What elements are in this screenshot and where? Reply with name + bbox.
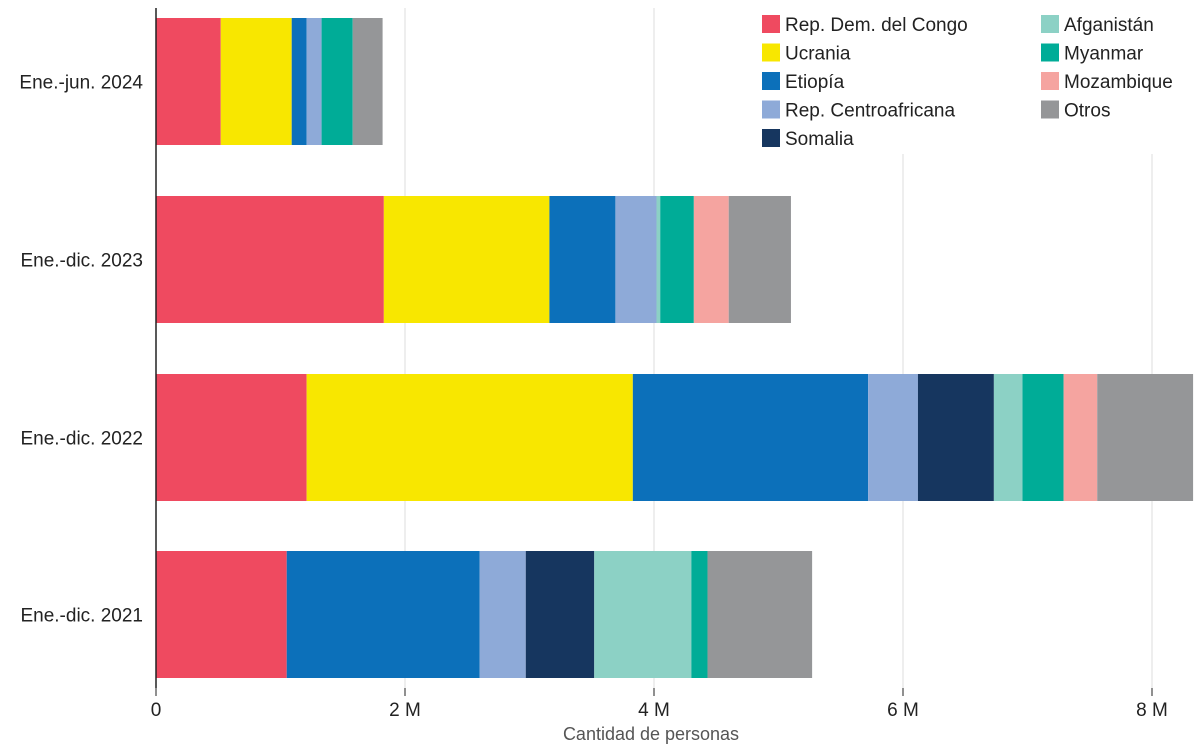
legend-label: Mozambique bbox=[1064, 72, 1173, 93]
legend-label: Otros bbox=[1064, 101, 1110, 122]
legend-label: Ucrania bbox=[785, 44, 851, 65]
bar-segment bbox=[383, 196, 550, 323]
bar-segment bbox=[525, 551, 595, 678]
legend-swatch bbox=[762, 15, 780, 33]
legend-swatch bbox=[762, 100, 780, 119]
legend-swatch bbox=[1041, 15, 1059, 33]
bar-segment bbox=[728, 196, 791, 323]
legend-label: Rep. Dem. del Congo bbox=[785, 15, 968, 36]
bar-segment bbox=[479, 551, 526, 678]
bar-segment bbox=[220, 18, 292, 145]
bar-segment bbox=[594, 551, 692, 678]
legend-swatch bbox=[762, 72, 780, 90]
x-tick-label: 8 M bbox=[1136, 700, 1168, 721]
legend-label: Myanmar bbox=[1064, 44, 1144, 65]
bar-segment bbox=[352, 18, 383, 145]
x-axis-title: Cantidad de personas bbox=[563, 724, 739, 744]
bar-segment bbox=[156, 374, 307, 501]
legend-label: Etiopía bbox=[785, 72, 845, 93]
x-tick-label: 4 M bbox=[638, 700, 670, 721]
bar-segment bbox=[660, 196, 694, 323]
legend-label: Rep. Centroafricana bbox=[785, 101, 955, 122]
bar-segment bbox=[615, 196, 657, 323]
x-tick-label: 2 M bbox=[389, 700, 421, 721]
bar-segment bbox=[321, 18, 353, 145]
bar-segment bbox=[306, 374, 633, 501]
bar-segment bbox=[868, 374, 918, 501]
axes: Ene.-jun. 2024 Ene.-dic. 2023 Ene.-dic. 20… bbox=[19, 8, 1168, 744]
bar-segment bbox=[156, 18, 221, 145]
bar-segment bbox=[306, 18, 322, 145]
legend-swatch bbox=[1041, 100, 1059, 119]
category-label: Ene.-jun. 2024 bbox=[19, 73, 143, 94]
legend-swatch bbox=[1041, 43, 1059, 62]
bar-segment bbox=[993, 374, 1023, 501]
bar-segment bbox=[286, 551, 480, 678]
bar-segment bbox=[156, 196, 384, 323]
legend-label: Afganistán bbox=[1064, 15, 1154, 36]
bar-segment bbox=[707, 551, 813, 678]
category-label: Ene.-dic. 2022 bbox=[20, 429, 143, 450]
bar-segment bbox=[1097, 374, 1194, 501]
bar-segment bbox=[691, 551, 708, 678]
legend-swatch bbox=[762, 43, 780, 62]
bar-segment bbox=[632, 374, 869, 501]
x-tick-label: 6 M bbox=[887, 700, 919, 721]
category-label: Ene.-dic. 2023 bbox=[20, 251, 143, 272]
legend: Rep. Dem. del Congo Ucrania Etiopía Rep. Ce… bbox=[745, 4, 1196, 154]
bar-segment bbox=[693, 196, 729, 323]
bar-segment bbox=[291, 18, 307, 145]
legend-label: Somalia bbox=[785, 129, 854, 150]
bar-segment bbox=[1063, 374, 1098, 501]
x-tick-label: 0 bbox=[151, 700, 162, 721]
bar-segment bbox=[156, 551, 287, 678]
bar-segment bbox=[549, 196, 616, 323]
bars bbox=[156, 18, 1194, 678]
legend-background bbox=[745, 4, 1196, 154]
legend-swatch bbox=[1041, 72, 1059, 90]
category-label: Ene.-dic. 2021 bbox=[20, 606, 143, 627]
bar-segment bbox=[656, 196, 661, 323]
bar-segment bbox=[917, 374, 994, 501]
legend-swatch bbox=[762, 129, 780, 147]
bar-segment bbox=[1022, 374, 1064, 501]
